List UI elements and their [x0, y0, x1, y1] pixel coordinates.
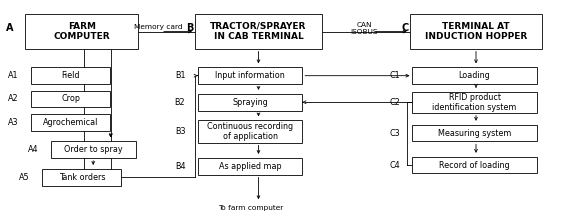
Text: B: B [186, 23, 194, 33]
Text: Tank orders: Tank orders [59, 173, 105, 182]
Text: Input information: Input information [215, 71, 285, 80]
Text: Record of loading: Record of loading [440, 161, 510, 170]
FancyBboxPatch shape [198, 67, 302, 84]
Text: Continuous recording
of application: Continuous recording of application [207, 122, 293, 141]
FancyBboxPatch shape [31, 114, 110, 131]
FancyBboxPatch shape [42, 169, 121, 186]
Text: A2: A2 [8, 94, 19, 103]
Text: Order to spray: Order to spray [64, 145, 123, 154]
FancyBboxPatch shape [412, 67, 537, 84]
FancyBboxPatch shape [412, 125, 537, 141]
Text: TERMINAL AT
INDUCTION HOPPER: TERMINAL AT INDUCTION HOPPER [425, 22, 527, 41]
Text: Field: Field [62, 71, 80, 80]
Text: ISOBUS: ISOBUS [351, 29, 378, 35]
Text: A4: A4 [28, 145, 38, 154]
Text: Agrochemical: Agrochemical [43, 118, 98, 127]
Text: A: A [6, 23, 13, 33]
Text: A1: A1 [8, 71, 19, 80]
Text: C1: C1 [389, 71, 400, 80]
Text: B1: B1 [175, 71, 185, 80]
FancyBboxPatch shape [198, 158, 302, 175]
FancyBboxPatch shape [51, 141, 136, 158]
FancyBboxPatch shape [412, 92, 537, 113]
Text: B3: B3 [175, 127, 185, 136]
FancyBboxPatch shape [412, 157, 537, 173]
Text: B4: B4 [175, 162, 185, 171]
Text: Crop: Crop [61, 94, 80, 103]
FancyBboxPatch shape [31, 67, 110, 84]
Text: FARM
COMPUTER: FARM COMPUTER [54, 22, 110, 41]
FancyBboxPatch shape [198, 120, 302, 143]
Text: Loading: Loading [459, 71, 490, 80]
FancyBboxPatch shape [195, 14, 322, 49]
FancyBboxPatch shape [25, 14, 138, 49]
Text: To farm computer: To farm computer [218, 205, 283, 211]
Text: C4: C4 [389, 161, 400, 170]
Text: As applied map: As applied map [219, 162, 281, 171]
FancyBboxPatch shape [198, 94, 302, 110]
Text: Measuring system: Measuring system [438, 129, 511, 138]
Text: RFID product
identification system: RFID product identification system [432, 93, 517, 112]
FancyBboxPatch shape [31, 91, 110, 107]
Text: C2: C2 [389, 98, 400, 107]
Text: Memory card: Memory card [134, 24, 182, 30]
Text: B2: B2 [175, 98, 185, 107]
Text: C3: C3 [389, 129, 400, 138]
Text: TRACTOR/SPRAYER
IN CAB TERMINAL: TRACTOR/SPRAYER IN CAB TERMINAL [210, 22, 307, 41]
Text: A3: A3 [8, 118, 19, 127]
Text: Spraying: Spraying [232, 98, 268, 107]
Text: CAN: CAN [357, 22, 372, 29]
Text: C: C [401, 23, 408, 33]
Text: A5: A5 [19, 173, 30, 182]
FancyBboxPatch shape [410, 14, 542, 49]
